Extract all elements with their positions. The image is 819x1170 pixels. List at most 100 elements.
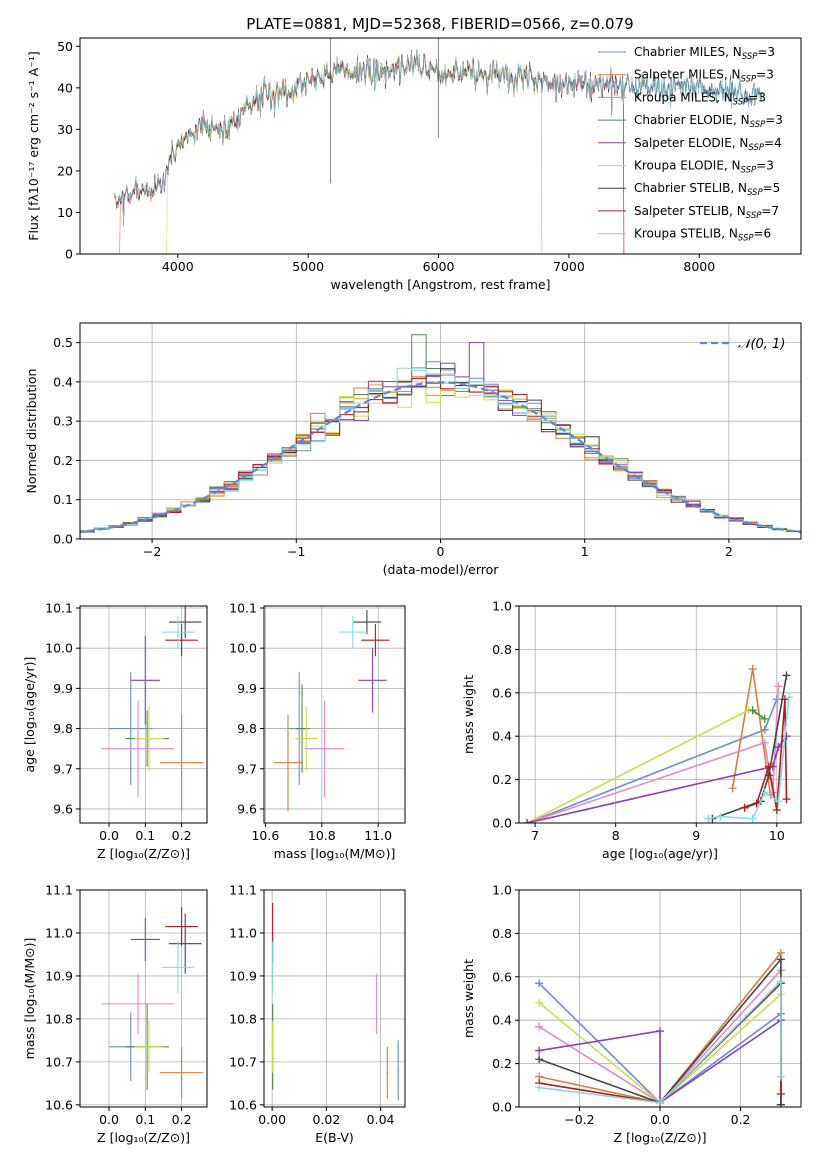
y-tick-label: 9.8 bbox=[237, 721, 257, 736]
legend-label-value: =4 bbox=[764, 136, 782, 150]
x-tick-label: 5000 bbox=[292, 259, 324, 274]
x-tick-label: 6000 bbox=[423, 259, 455, 274]
y-tick-label: 0.6 bbox=[492, 969, 512, 984]
x-tick-label: 10.6 bbox=[251, 828, 279, 843]
figure-title: PLATE=0881, MJD=52368, FIBERID=0566, z=0… bbox=[246, 15, 633, 33]
weight-marker bbox=[782, 795, 791, 804]
x-axis-label: age [log₁₀(age/yr)] bbox=[602, 846, 718, 861]
y-tick-label: 0 bbox=[65, 247, 73, 262]
y-tick-label: 0.4 bbox=[53, 374, 73, 389]
y-axis-label: age [log₁₀(age/yr)] bbox=[22, 657, 37, 773]
y-tick-label: 10.1 bbox=[229, 601, 257, 616]
weight-marker bbox=[656, 1027, 664, 1036]
x-tick-label: 10 bbox=[769, 828, 785, 843]
legend-label: Kroupa ELODIE, NSSP=3 bbox=[634, 159, 774, 176]
legend-label: Chabrier STELIB, NSSP=5 bbox=[634, 181, 780, 198]
spectrum-series-line bbox=[166, 48, 543, 254]
y-tick-label: 0.1 bbox=[53, 492, 73, 507]
weight-marker bbox=[535, 979, 544, 988]
plot-area bbox=[101, 907, 204, 1099]
y-tick-label: 9.9 bbox=[237, 681, 257, 696]
plot-area bbox=[101, 606, 204, 811]
legend-label-subscript: SSP bbox=[741, 75, 757, 85]
y-tick-label: 11.0 bbox=[229, 925, 257, 940]
legend-label: Salpeter STELIB, NSSP=7 bbox=[634, 204, 779, 221]
x-tick-label: 0.00 bbox=[258, 1112, 286, 1127]
plot-area bbox=[535, 948, 785, 1107]
legend-label-part: Chabrier MILES, N bbox=[634, 45, 742, 59]
x-axis-label: Z [log₁₀(Z/Z⊙)] bbox=[97, 1130, 190, 1145]
y-tick-label: 10.6 bbox=[229, 1097, 257, 1112]
y-tick-label: 10.0 bbox=[45, 641, 73, 656]
spectrum-series-line bbox=[117, 50, 543, 254]
x-tick-label: 0.1 bbox=[135, 828, 155, 843]
weight-marker bbox=[535, 1055, 544, 1064]
x-tick-label: 0.2 bbox=[731, 1112, 751, 1127]
weight-marker bbox=[704, 814, 713, 823]
legend-label-part: Kroupa STELIB, N bbox=[634, 227, 738, 241]
legend-label-subscript: SSP bbox=[742, 52, 758, 62]
plot-area bbox=[113, 38, 763, 254]
x-axis-label: Z [log₁₀(Z/Z⊙)] bbox=[614, 1130, 707, 1145]
weight-marker bbox=[780, 695, 789, 704]
y-tick-label: 10.7 bbox=[45, 1054, 73, 1069]
y-tick-label: 10.9 bbox=[229, 968, 257, 983]
legend-label: Kroupa STELIB, NSSP=6 bbox=[634, 227, 771, 244]
spectrum-series-line bbox=[116, 50, 763, 227]
panel-mass-Z: 0.0 0.1 0.2 10.6 10.7 10.8 10.9 11.0 11.1 Z [log₁… bbox=[22, 883, 208, 1145]
y-tick-label: 1.0 bbox=[492, 883, 512, 898]
x-tick-label: 0.02 bbox=[312, 1112, 340, 1127]
y-tick-label: 0.0 bbox=[492, 816, 512, 831]
x-tick-label: 2 bbox=[725, 544, 733, 559]
legend-label-value: =3 bbox=[756, 159, 774, 173]
axes-frame bbox=[263, 889, 406, 1108]
y-tick-label: 9.9 bbox=[53, 681, 73, 696]
x-tick-label: −1 bbox=[287, 544, 305, 559]
weight-marker bbox=[782, 671, 791, 680]
weight-marker bbox=[784, 693, 793, 702]
y-tick-label: 9.6 bbox=[53, 801, 73, 816]
axes-frame bbox=[263, 605, 406, 824]
x-tick-label: 10.8 bbox=[308, 828, 336, 843]
weight-marker bbox=[764, 762, 773, 771]
legend-label-part: Kroupa MILES, N bbox=[634, 90, 733, 104]
weight-marker bbox=[748, 664, 757, 673]
panel-spectrum: 4000 5000 6000 7000 8000 0 10 20 30 40 50 wavelengt… bbox=[26, 37, 802, 292]
y-tick-label: 0.8 bbox=[492, 642, 512, 657]
weight-marker bbox=[760, 725, 769, 734]
y-tick-label: 20 bbox=[57, 163, 73, 178]
weight-marker bbox=[772, 805, 781, 814]
panel-residuals: −2 −1 0 1 2 0.0 0.1 0.2 0.3 0.4 0.5 (data-model)/er… bbox=[24, 322, 802, 577]
y-tick-label: 10.0 bbox=[229, 641, 257, 656]
y-axis-label: mass weight bbox=[461, 959, 476, 1038]
y-tick-label: 11.1 bbox=[45, 883, 73, 898]
y-tick-label: 0.6 bbox=[492, 685, 512, 700]
legend-label-subscript: SSP bbox=[733, 97, 749, 107]
weight-marker bbox=[760, 738, 769, 747]
plots-container: 4000 5000 6000 7000 800001020304050wavelengt… bbox=[22, 37, 802, 1145]
y-tick-label: 11.1 bbox=[229, 883, 257, 898]
y-tick-label: 40 bbox=[57, 80, 73, 95]
weight-marker bbox=[776, 955, 785, 964]
weight-marker bbox=[774, 682, 783, 691]
x-axis-label: (data-model)/error bbox=[383, 562, 500, 577]
panel-age-mass: 10.6 10.8 11.0 9.6 9.7 9.8 9.9 10.0 10.1 mass [lo… bbox=[229, 601, 406, 861]
y-tick-label: 9.7 bbox=[237, 761, 257, 776]
x-tick-label: 0.2 bbox=[172, 828, 192, 843]
y-tick-label: 0.2 bbox=[492, 772, 512, 787]
legend-label-value: =3 bbox=[765, 113, 783, 127]
weight-marker bbox=[535, 1083, 544, 1092]
plot-area bbox=[80, 334, 801, 535]
y-tick-label: 1.0 bbox=[492, 599, 512, 614]
legend-label-subscript: SSP bbox=[746, 211, 762, 221]
y-tick-label: 50 bbox=[57, 39, 73, 54]
legend-label-subscript: SSP bbox=[747, 188, 763, 198]
y-tick-label: 0.4 bbox=[492, 729, 512, 744]
y-tick-label: 9.7 bbox=[53, 761, 73, 776]
x-tick-label: 9 bbox=[692, 828, 700, 843]
legend-label-subscript: SSP bbox=[741, 166, 757, 176]
legend-label-value: =3 bbox=[757, 45, 775, 59]
panel-mass-EBV: 0.00 0.02 0.04 10.6 10.7 10.8 10.9 11.0 11.1 E(B-… bbox=[229, 883, 406, 1145]
y-axis-label: mass [log₁₀(M/M⊙)] bbox=[22, 938, 37, 1060]
